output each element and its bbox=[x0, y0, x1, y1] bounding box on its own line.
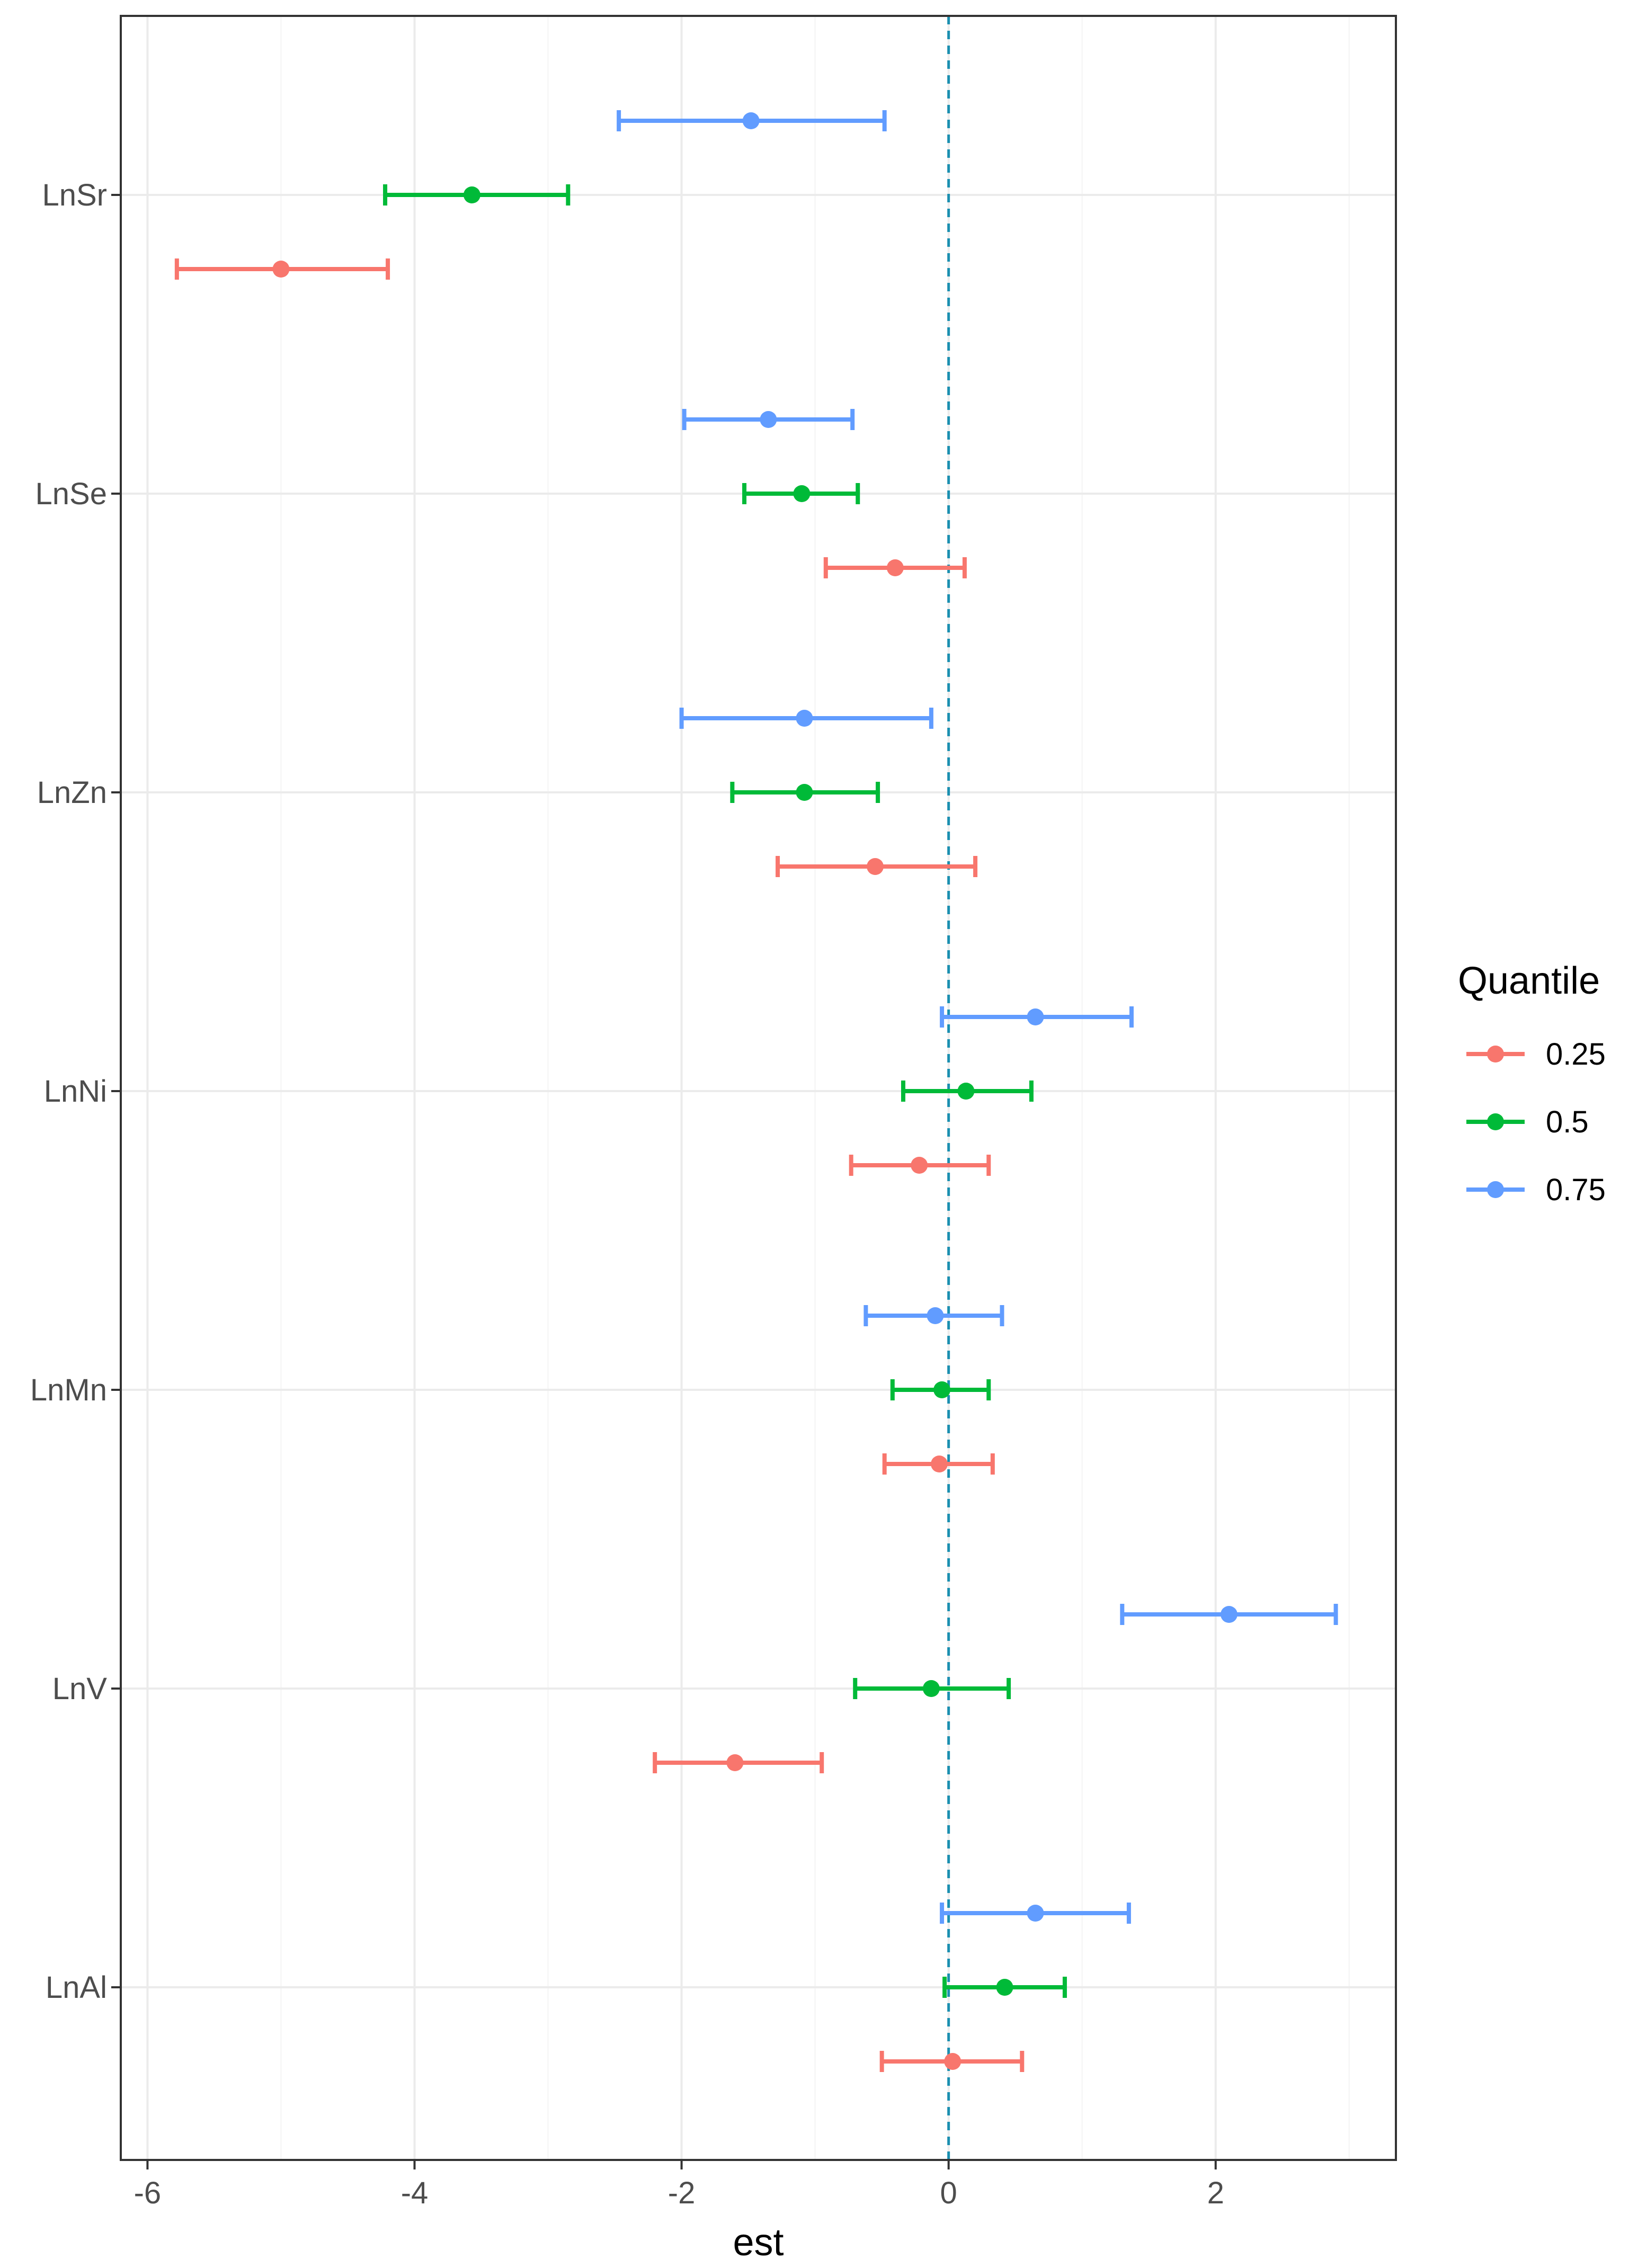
series-0.5 bbox=[383, 184, 1067, 1998]
series-0.25 bbox=[174, 258, 1025, 2072]
x-tick-label-1: -4 bbox=[401, 2176, 429, 2210]
point-lnv-q0.75 bbox=[1220, 1606, 1238, 1623]
data-marks bbox=[174, 110, 1338, 2072]
y-tick-label-lnse: LnSe bbox=[35, 477, 107, 511]
y-tick-label-lnni: LnNi bbox=[44, 1074, 107, 1109]
point-lnsr-q0.25 bbox=[272, 261, 290, 278]
x-tick-label-0: -6 bbox=[134, 2176, 162, 2210]
x-tick-label-4: 2 bbox=[1207, 2176, 1224, 2210]
legend-key-point-0.25 bbox=[1487, 1046, 1504, 1062]
point-lnmn-q0.75 bbox=[927, 1307, 944, 1324]
y-tick-label-lnzn: LnZn bbox=[37, 775, 107, 810]
point-lnni-q0.25 bbox=[911, 1157, 928, 1174]
legend-title: Quantile bbox=[1458, 960, 1600, 1002]
x-axis: -6 -4 -2 0 2 bbox=[134, 2160, 1224, 2210]
y-tick-label-lnmn: LnMn bbox=[30, 1373, 107, 1407]
y-tick-label-lnsr: LnSr bbox=[42, 178, 107, 212]
legend-key-point-0.5 bbox=[1487, 1113, 1504, 1130]
point-lnal-q0.25 bbox=[944, 2053, 962, 2070]
legend-key-point-0.75 bbox=[1487, 1181, 1504, 1198]
point-lnal-q0.5 bbox=[996, 1979, 1013, 1996]
point-lnse-q0.25 bbox=[886, 559, 904, 576]
legend-label-0.25: 0.25 bbox=[1546, 1037, 1606, 1072]
x-axis-title: est bbox=[733, 2221, 784, 2264]
point-lnv-q0.5 bbox=[922, 1680, 940, 1697]
y-tick-label-lnal: LnAl bbox=[46, 1970, 107, 2005]
x-tick-label-2: -2 bbox=[668, 2176, 696, 2210]
point-lnmn-q0.5 bbox=[933, 1381, 951, 1398]
point-lnsr-q0.75 bbox=[742, 112, 760, 129]
point-lnv-q0.25 bbox=[726, 1754, 744, 1771]
point-lnse-q0.5 bbox=[793, 485, 811, 502]
point-lnzn-q0.25 bbox=[867, 858, 884, 875]
legend-label-0.5: 0.5 bbox=[1546, 1105, 1589, 1139]
point-lnzn-q0.5 bbox=[796, 784, 813, 801]
point-lnal-q0.75 bbox=[1027, 1905, 1044, 1922]
point-lnni-q0.5 bbox=[957, 1083, 975, 1100]
y-tick-label-lnv: LnV bbox=[52, 1672, 108, 1706]
point-lnmn-q0.25 bbox=[931, 1456, 948, 1472]
point-lnsr-q0.5 bbox=[463, 186, 480, 203]
legend: Quantile 0.25 0.5 0.75 bbox=[1458, 960, 1606, 1207]
y-axis: LnSr LnSe LnZn LnNi LnMn LnV LnAl bbox=[30, 178, 121, 2005]
point-lnni-q0.75 bbox=[1027, 1008, 1044, 1025]
panel-border bbox=[120, 15, 1397, 2161]
point-lnse-q0.75 bbox=[760, 411, 777, 428]
series-0.75 bbox=[617, 110, 1338, 1924]
point-lnzn-q0.75 bbox=[796, 710, 813, 727]
legend-label-0.75: 0.75 bbox=[1546, 1173, 1606, 1207]
x-tick-label-3: 0 bbox=[940, 2176, 957, 2210]
